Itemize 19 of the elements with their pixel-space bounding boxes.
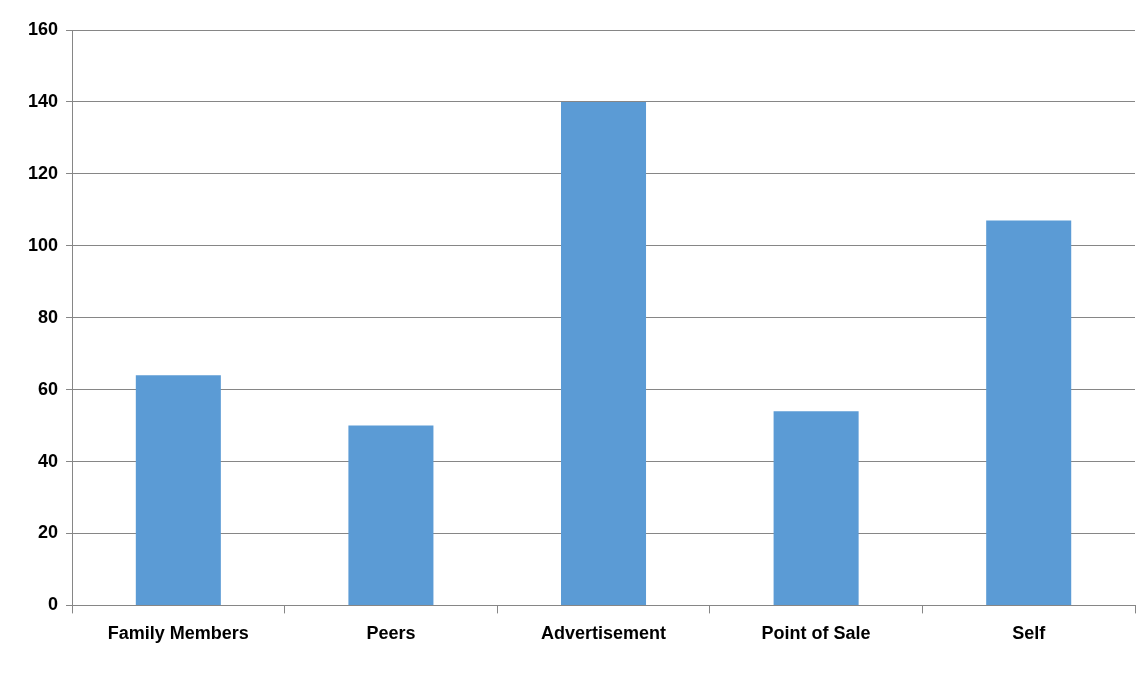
bar <box>135 375 221 605</box>
x-tick-label: Self <box>1012 623 1047 644</box>
y-tick-label: 100 <box>27 234 59 255</box>
y-tick-label: 80 <box>38 306 59 327</box>
bar <box>986 220 1072 605</box>
x-tick-label: Point of Sale <box>761 623 871 644</box>
y-tick-label: 20 <box>38 522 59 543</box>
bar <box>561 101 647 605</box>
bar <box>348 425 434 605</box>
y-tick-label: 140 <box>27 90 59 111</box>
y-tick-label: 120 <box>27 162 59 183</box>
y-tick-label: 60 <box>38 378 59 399</box>
x-tick-label: Peers <box>366 623 416 644</box>
bar <box>773 411 859 605</box>
y-tick-label: 0 <box>48 594 59 615</box>
x-tick-label: Family Members <box>107 623 249 644</box>
y-tick-label: 40 <box>38 450 59 471</box>
x-tick-label: Advertisement <box>540 623 667 644</box>
y-tick-label: 160 <box>27 18 59 39</box>
